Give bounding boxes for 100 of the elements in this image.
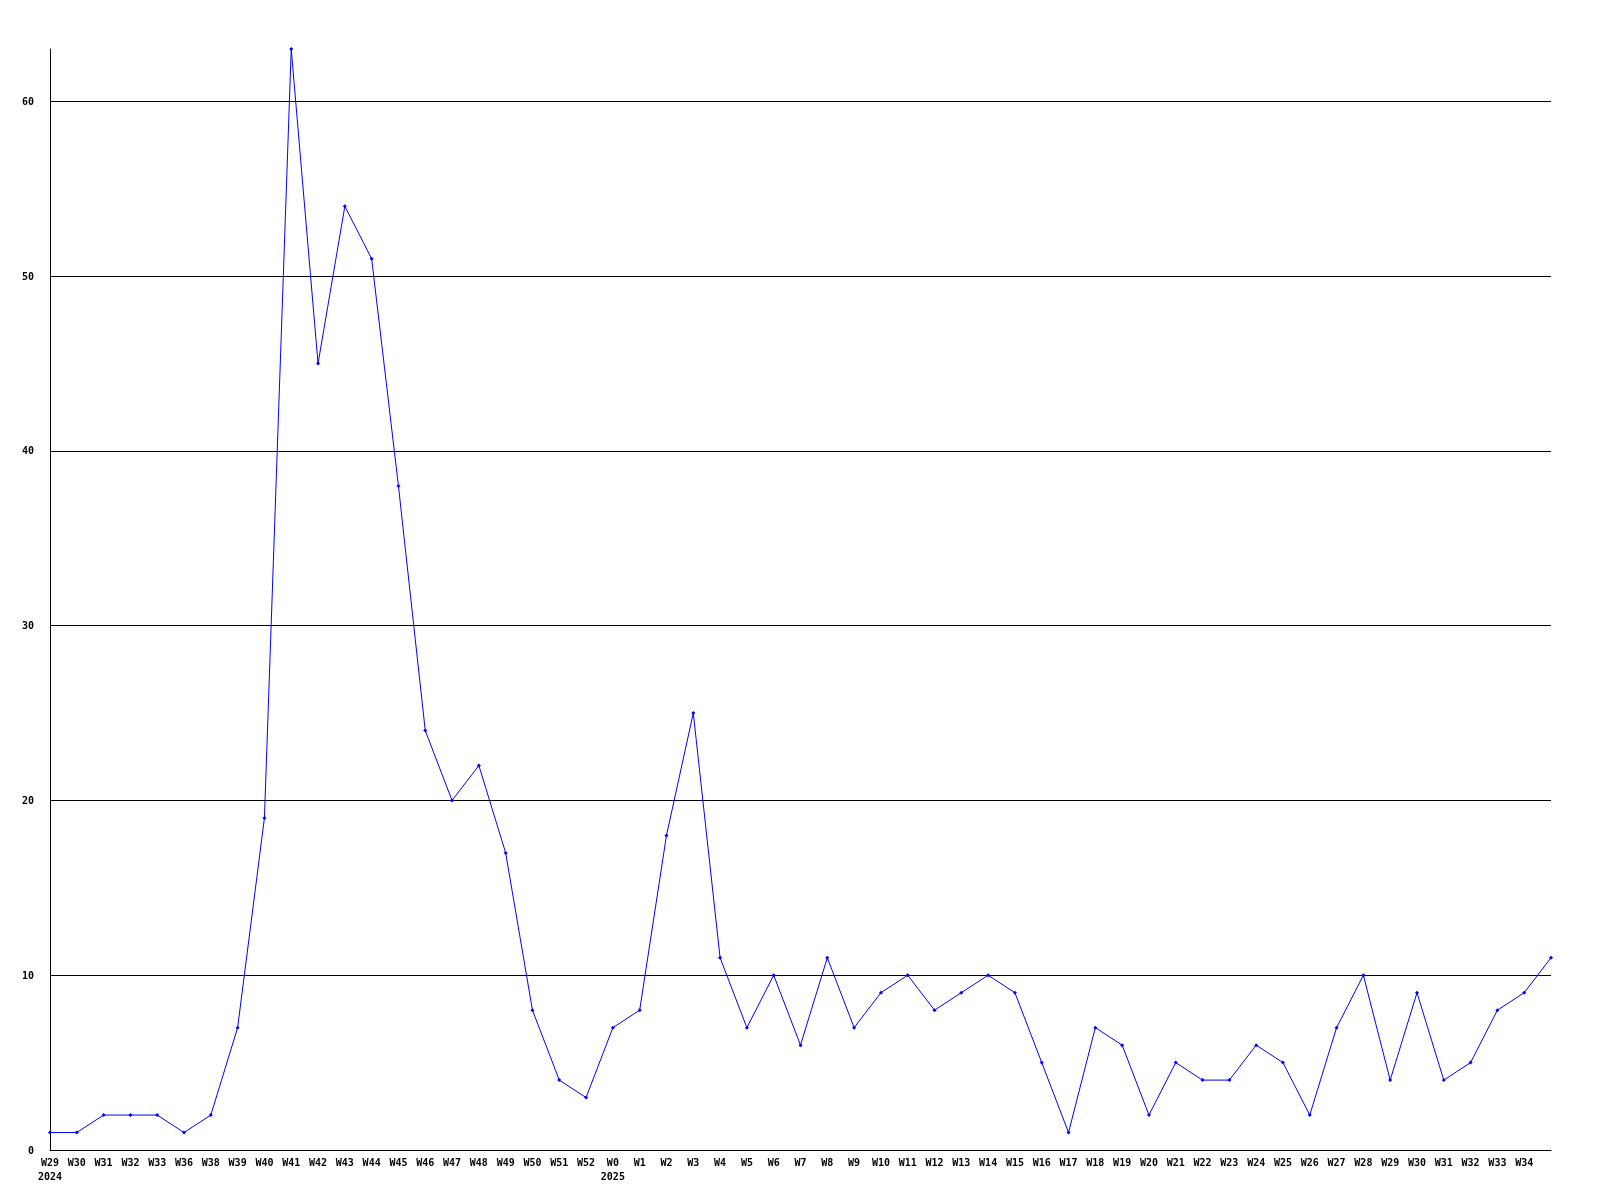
x-tick-label: W18 [1086, 1156, 1105, 1168]
point [1254, 1043, 1259, 1048]
x-tick-label: W5 [740, 1156, 753, 1168]
x-tick-label: W47 [443, 1156, 462, 1168]
point [878, 990, 883, 995]
point [932, 1008, 937, 1013]
x-tick-label: W28 [1354, 1156, 1373, 1168]
x-tick-label: W29 2024 [37, 1156, 63, 1182]
x-tick-label: W50 [523, 1156, 542, 1168]
point [1280, 1060, 1285, 1065]
x-tick-label: W13 [952, 1156, 971, 1168]
x-tick-label: W31 [94, 1156, 113, 1168]
point [182, 1130, 187, 1135]
x-tick-label: W36 [174, 1156, 194, 1168]
x-tick-label: W11 [898, 1156, 917, 1168]
x-tick-label: W8 [821, 1156, 834, 1168]
x-tick-label: W30 [67, 1156, 86, 1168]
y-tick-label: 40 [21, 445, 34, 457]
x-tick-label: W51 [550, 1156, 569, 1168]
x-tick-label: W29 [1381, 1156, 1400, 1168]
point [1361, 973, 1366, 978]
point [1495, 1008, 1500, 1013]
point [503, 850, 508, 855]
point [1173, 1060, 1178, 1065]
point [342, 204, 347, 209]
x-tick-label: W32 [1461, 1156, 1480, 1168]
x-tick-label: W48 [469, 1156, 488, 1168]
point [208, 1113, 213, 1118]
point [905, 973, 910, 978]
point [1039, 1060, 1044, 1065]
x-tick-label: W26 [1300, 1156, 1319, 1168]
x-tick-label: W44 [362, 1156, 381, 1168]
x-tick-label: W38 [201, 1156, 220, 1168]
point [316, 361, 321, 366]
x-tick-label: W4 [714, 1156, 727, 1168]
point [369, 256, 374, 261]
point [771, 973, 776, 978]
point [691, 711, 696, 716]
y-tick-label: 0 [27, 1144, 34, 1156]
point [798, 1043, 803, 1048]
point [744, 1025, 749, 1030]
x-tick-label: W25 [1273, 1156, 1292, 1168]
y-tick-label: 10 [21, 969, 34, 981]
point [637, 1008, 642, 1013]
point [74, 1130, 79, 1135]
point [530, 1008, 535, 1013]
x-tick-label: W49 [496, 1156, 515, 1168]
point [852, 1025, 857, 1030]
point [1120, 1043, 1125, 1048]
y-tick-label: 20 [21, 794, 34, 806]
x-tick-label: W23 [1220, 1156, 1239, 1168]
x-tick-label: W40 [255, 1156, 274, 1168]
x-tick-label: W43 [335, 1156, 354, 1168]
point [610, 1025, 615, 1030]
x-tick-label: W16 [1032, 1156, 1051, 1168]
x-tick-label: W32 [121, 1156, 140, 1168]
point [101, 1113, 106, 1118]
x-tick-label: W6 [767, 1156, 780, 1168]
point [1200, 1078, 1205, 1083]
y-tick-label: 30 [21, 620, 34, 632]
x-tick-label: W42 [309, 1156, 328, 1168]
x-tick-label: W2 [660, 1156, 673, 1168]
x-tick-label: W34 [1515, 1156, 1534, 1168]
point [557, 1078, 562, 1083]
point [1468, 1060, 1473, 1065]
x-tick-label: W0 2025 [600, 1156, 625, 1182]
point [128, 1113, 133, 1118]
point [1522, 990, 1527, 995]
x-tick-label: W30 [1407, 1156, 1427, 1168]
point [476, 763, 481, 768]
x-tick-label: W39 [228, 1156, 247, 1168]
x-tick-label: W21 [1166, 1156, 1185, 1168]
point [584, 1095, 589, 1100]
x-tick-label: W9 [848, 1156, 861, 1168]
point [1146, 1113, 1151, 1118]
point [986, 973, 991, 978]
x-tick-label: W19 [1113, 1156, 1132, 1168]
x-tick-label: W17 [1059, 1156, 1078, 1168]
point [718, 955, 723, 960]
point [1227, 1078, 1232, 1083]
x-tick-label: W10 [871, 1156, 890, 1168]
x-tick-label: W22 [1193, 1156, 1212, 1168]
point [1549, 955, 1553, 960]
point [1334, 1025, 1339, 1030]
point [1307, 1113, 1312, 1118]
x-tick-label: W45 [389, 1156, 408, 1168]
point [262, 815, 267, 820]
point [423, 728, 428, 733]
point [664, 833, 669, 838]
y-tick-label: 50 [21, 270, 34, 282]
point [1012, 990, 1017, 995]
point [1441, 1078, 1446, 1083]
x-tick-label: W27 [1327, 1156, 1346, 1168]
x-tick-label: W33 [148, 1156, 167, 1168]
point [1066, 1130, 1071, 1135]
point [1388, 1078, 1393, 1083]
point [289, 47, 294, 51]
x-tick-label: W7 [794, 1156, 807, 1168]
point [959, 990, 964, 995]
point [825, 955, 830, 960]
